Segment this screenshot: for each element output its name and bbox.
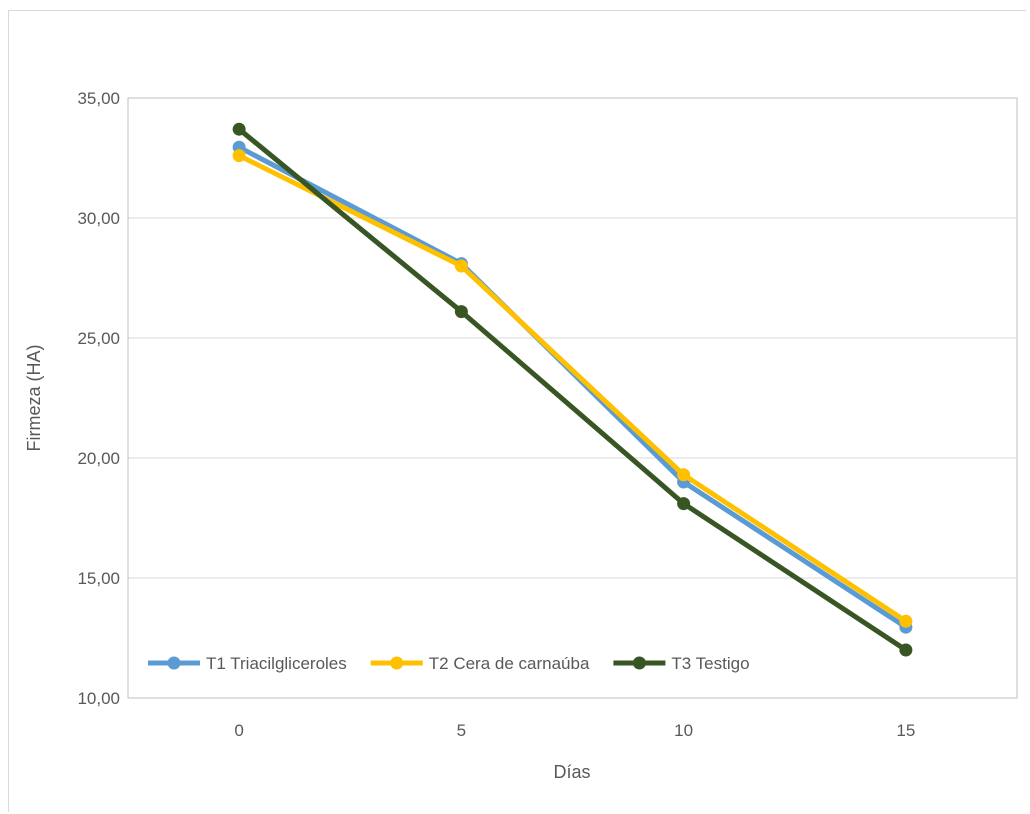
data-point xyxy=(899,643,913,657)
chart-frame xyxy=(8,10,1026,812)
legend-item: T3 Testigo xyxy=(613,654,750,673)
legend-swatch-marker xyxy=(632,656,646,670)
series-lines xyxy=(232,122,913,657)
gridlines xyxy=(128,217,1017,579)
data-point xyxy=(899,614,913,628)
y-tick-label: 35,00 xyxy=(77,89,120,108)
data-point xyxy=(454,305,468,319)
legend-item: T1 Triacilgliceroles xyxy=(148,654,347,673)
data-point xyxy=(677,468,691,482)
y-tick-label: 15,00 xyxy=(77,569,120,588)
legend-label: T2 Cera de carnaúba xyxy=(429,654,590,673)
series-line xyxy=(236,126,909,653)
x-tick-label: 5 xyxy=(457,721,466,740)
x-tick-label: 15 xyxy=(896,721,915,740)
data-point xyxy=(232,122,246,136)
y-axis-ticks: 10,00 15,00 20,00 25,00 30,00 35,00 xyxy=(77,89,120,708)
y-tick-label: 10,00 xyxy=(77,689,120,708)
y-tick-label: 30,00 xyxy=(77,209,120,228)
y-axis-title: Firmeza (HA) xyxy=(24,345,44,452)
series-3 xyxy=(232,122,913,657)
legend-swatch-marker xyxy=(390,656,404,670)
series-line xyxy=(236,153,909,624)
plot-area xyxy=(127,97,1018,699)
series-2 xyxy=(232,149,913,628)
y-tick-label: 20,00 xyxy=(77,449,120,468)
x-axis-ticks: 0 5 10 15 xyxy=(234,721,915,740)
x-tick-label: 10 xyxy=(674,721,693,740)
data-point xyxy=(677,497,691,511)
legend-label: T3 Testigo xyxy=(671,654,749,673)
legend-item: T2 Cera de carnaúba xyxy=(370,654,590,673)
legend-swatch-marker xyxy=(167,656,181,670)
x-tick-label: 0 xyxy=(234,721,243,740)
data-point xyxy=(454,259,468,273)
x-axis-title: Días xyxy=(553,762,590,782)
y-tick-label: 25,00 xyxy=(77,329,120,348)
data-point xyxy=(232,149,246,163)
legend-label: T1 Triacilgliceroles xyxy=(206,654,347,673)
legend: T1 Triacilgliceroles T2 Cera de carnaúba T… xyxy=(148,654,750,673)
